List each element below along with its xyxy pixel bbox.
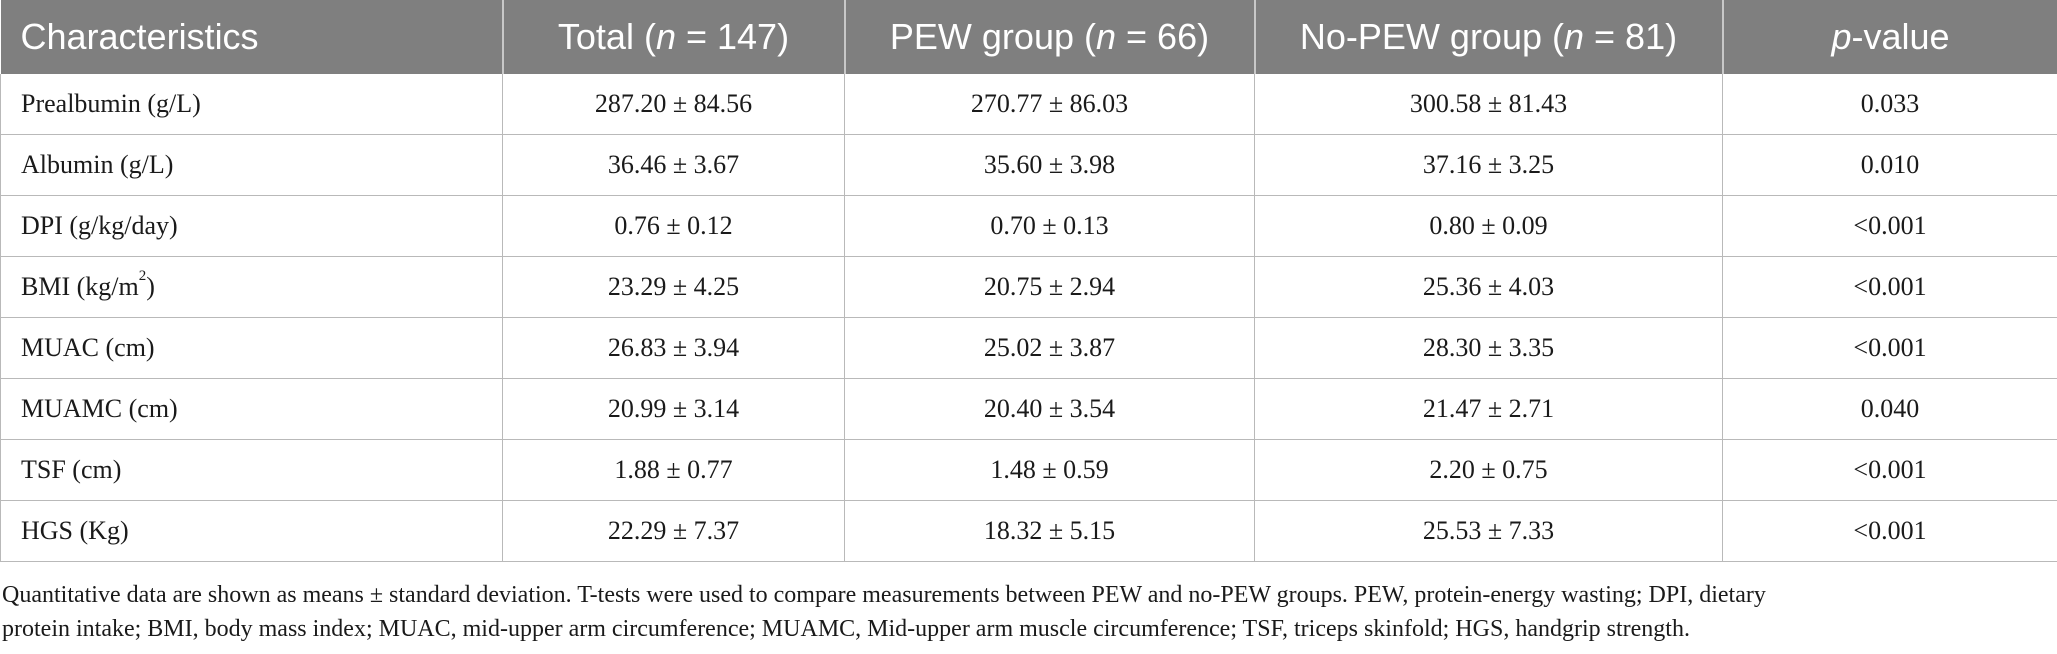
header-characteristics: Characteristics — [0, 0, 504, 74]
cell-total: 22.29 ± 7.37 — [502, 500, 845, 562]
footnote-line-1: Quantitative data are shown as means ± s… — [2, 582, 1766, 608]
cell-pew: 1.48 ± 0.59 — [844, 439, 1255, 501]
cell-no-pew: 2.20 ± 0.75 — [1254, 439, 1723, 501]
row-label: Prealbumin (g/L) — [0, 74, 503, 135]
cell-pew: 20.40 ± 3.54 — [844, 378, 1255, 440]
table-row: MUAMC (cm) 20.99 ± 3.14 20.40 ± 3.54 21.… — [0, 378, 2057, 440]
cell-no-pew: 25.36 ± 4.03 — [1254, 256, 1723, 318]
cell-total: 36.46 ± 3.67 — [502, 134, 845, 196]
cell-no-pew: 28.30 ± 3.35 — [1254, 317, 1723, 379]
cell-total: 26.83 ± 3.94 — [502, 317, 845, 379]
table-row: MUAC (cm) 26.83 ± 3.94 25.02 ± 3.87 28.3… — [0, 317, 2057, 379]
footnote-line-2: protein intake; BMI, body mass index; MU… — [2, 616, 1690, 642]
cell-p-value: <0.001 — [1722, 317, 2057, 379]
row-label: BMI (kg/m2) — [0, 256, 503, 318]
table-footnote: Quantitative data are shown as means ± s… — [2, 578, 2042, 646]
row-label: MUAMC (cm) — [0, 378, 503, 440]
table-figure: Characteristics Total (n = 147) PEW grou… — [0, 0, 2057, 562]
cell-pew: 20.75 ± 2.94 — [844, 256, 1255, 318]
data-table: Characteristics Total (n = 147) PEW grou… — [0, 0, 2057, 562]
cell-pew: 25.02 ± 3.87 — [844, 317, 1255, 379]
table-row: TSF (cm) 1.88 ± 0.77 1.48 ± 0.59 2.20 ± … — [0, 439, 2057, 501]
cell-no-pew: 25.53 ± 7.33 — [1254, 500, 1723, 562]
cell-p-value: 0.010 — [1722, 134, 2057, 196]
cell-total: 1.88 ± 0.77 — [502, 439, 845, 501]
row-label: TSF (cm) — [0, 439, 503, 501]
cell-p-value: 0.040 — [1722, 378, 2057, 440]
row-label: MUAC (cm) — [0, 317, 503, 379]
header-pew-group: PEW group (n = 66) — [844, 0, 1256, 74]
table-row: BMI (kg/m2) 23.29 ± 4.25 20.75 ± 2.94 25… — [0, 256, 2057, 318]
table-row: HGS (Kg) 22.29 ± 7.37 18.32 ± 5.15 25.53… — [0, 500, 2057, 562]
cell-p-value: <0.001 — [1722, 256, 2057, 318]
cell-total: 0.76 ± 0.12 — [502, 195, 845, 257]
cell-no-pew: 300.58 ± 81.43 — [1254, 74, 1723, 135]
header-p-value: p-value — [1722, 0, 2057, 74]
row-label: HGS (Kg) — [0, 500, 503, 562]
table-row: DPI (g/kg/day) 0.76 ± 0.12 0.70 ± 0.13 0… — [0, 195, 2057, 257]
table-row: Prealbumin (g/L) 287.20 ± 84.56 270.77 ±… — [0, 74, 2057, 135]
header-no-pew-group: No-PEW group (n = 81) — [1254, 0, 1724, 74]
cell-p-value: <0.001 — [1722, 500, 2057, 562]
cell-p-value: 0.033 — [1722, 74, 2057, 135]
row-label: DPI (g/kg/day) — [0, 195, 503, 257]
cell-no-pew: 21.47 ± 2.71 — [1254, 378, 1723, 440]
cell-total: 20.99 ± 3.14 — [502, 378, 845, 440]
cell-pew: 35.60 ± 3.98 — [844, 134, 1255, 196]
table-row: Albumin (g/L) 36.46 ± 3.67 35.60 ± 3.98 … — [0, 134, 2057, 196]
header-row: Characteristics Total (n = 147) PEW grou… — [0, 0, 2057, 74]
cell-pew: 0.70 ± 0.13 — [844, 195, 1255, 257]
cell-total: 23.29 ± 4.25 — [502, 256, 845, 318]
header-total: Total (n = 147) — [502, 0, 846, 74]
cell-pew: 270.77 ± 86.03 — [844, 74, 1255, 135]
cell-no-pew: 0.80 ± 0.09 — [1254, 195, 1723, 257]
cell-p-value: <0.001 — [1722, 439, 2057, 501]
cell-no-pew: 37.16 ± 3.25 — [1254, 134, 1723, 196]
row-label: Albumin (g/L) — [0, 134, 503, 196]
cell-total: 287.20 ± 84.56 — [502, 74, 845, 135]
cell-pew: 18.32 ± 5.15 — [844, 500, 1255, 562]
cell-p-value: <0.001 — [1722, 195, 2057, 257]
